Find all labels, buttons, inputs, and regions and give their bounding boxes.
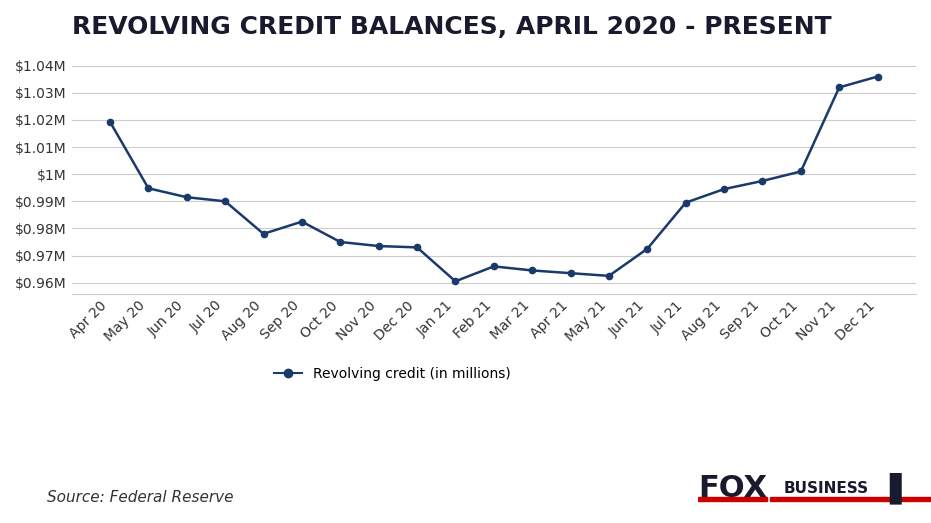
Text: ▌: ▌ [889, 473, 912, 504]
Legend: Revolving credit (in millions): Revolving credit (in millions) [269, 362, 517, 387]
Text: REVOLVING CREDIT BALANCES, APRIL 2020 - PRESENT: REVOLVING CREDIT BALANCES, APRIL 2020 - … [72, 15, 831, 39]
Text: Source: Federal Reserve: Source: Federal Reserve [47, 490, 233, 505]
Bar [771, 497, 931, 501]
Bar [698, 497, 767, 501]
Text: FOX: FOX [698, 474, 768, 503]
Text: BUSINESS: BUSINESS [784, 481, 869, 496]
